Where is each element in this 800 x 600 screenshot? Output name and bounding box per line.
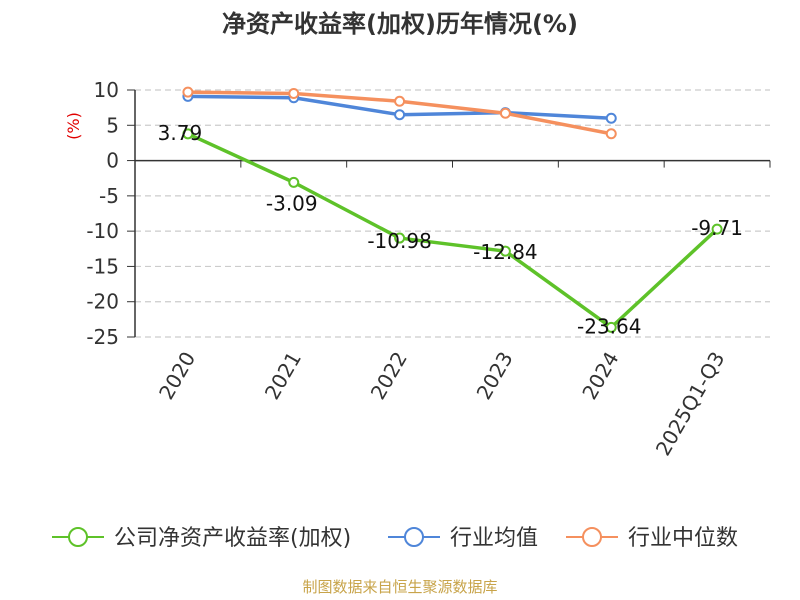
data-point[interactable] (499, 107, 511, 119)
data-point[interactable] (499, 245, 511, 257)
y-tick-label: -20 (86, 290, 119, 314)
series-line (187, 132, 719, 330)
y-tick-label: -10 (86, 219, 119, 243)
data-point[interactable] (605, 321, 617, 333)
y-tick-label: 5 (106, 113, 119, 137)
legend-marker (68, 527, 88, 547)
data-point[interactable] (394, 232, 406, 244)
legend-item[interactable]: 公司净资产收益率(加权) (52, 526, 351, 551)
data-label: -3.09 (266, 191, 318, 215)
x-tick-label: 2022 (366, 348, 412, 404)
y-axis-label: (%) (64, 112, 83, 140)
y-tick-label: -25 (86, 325, 119, 349)
y-tick-label: -15 (86, 254, 119, 278)
data-point[interactable] (605, 112, 617, 124)
series-layer (182, 86, 723, 333)
data-point[interactable] (182, 86, 194, 98)
chart-title: 净资产收益率(加权)历年情况(%) (222, 10, 578, 38)
source-note: 制图数据来自恒生聚源数据库 (302, 578, 497, 596)
legend[interactable]: 公司净资产收益率(加权) 行业均值 行业中位数 (52, 526, 738, 551)
data-point[interactable] (605, 128, 617, 140)
x-tick-label: 2020 (154, 348, 200, 404)
x-tick-label: 2025Q1-Q3 (651, 348, 730, 460)
data-point[interactable] (711, 223, 723, 235)
data-point[interactable] (394, 109, 406, 121)
y-tick-label: 0 (106, 149, 119, 173)
x-tick-label: 2021 (260, 348, 306, 404)
data-label: -10.98 (367, 229, 431, 253)
legend-marker (404, 527, 424, 547)
x-tick-label: 2024 (577, 348, 623, 404)
legend-label: 公司净资产收益率(加权) (114, 526, 351, 551)
grid-layer (135, 89, 770, 338)
data-label: -12.84 (473, 240, 537, 264)
data-point[interactable] (394, 95, 406, 107)
y-tick-label: -5 (99, 184, 119, 208)
data-point[interactable] (288, 88, 300, 100)
x-tick-label: 2023 (472, 348, 518, 404)
data-point[interactable] (182, 128, 194, 140)
data-point[interactable] (288, 176, 300, 188)
legend-item[interactable]: 行业均值 (388, 526, 538, 551)
y-tick-label: 10 (94, 78, 119, 102)
legend-label: 行业均值 (450, 526, 538, 551)
data-label: -23.64 (577, 314, 641, 338)
data-label-layer: 3.79 -3.09 -10.98 -12.84 -23.64 -9.71 (158, 121, 743, 339)
legend-item[interactable]: 行业中位数 (566, 526, 738, 551)
legend-marker (582, 527, 602, 547)
data-label: -9.71 (691, 216, 743, 240)
data-label: 3.79 (158, 121, 203, 145)
legend-label: 行业中位数 (628, 526, 738, 551)
